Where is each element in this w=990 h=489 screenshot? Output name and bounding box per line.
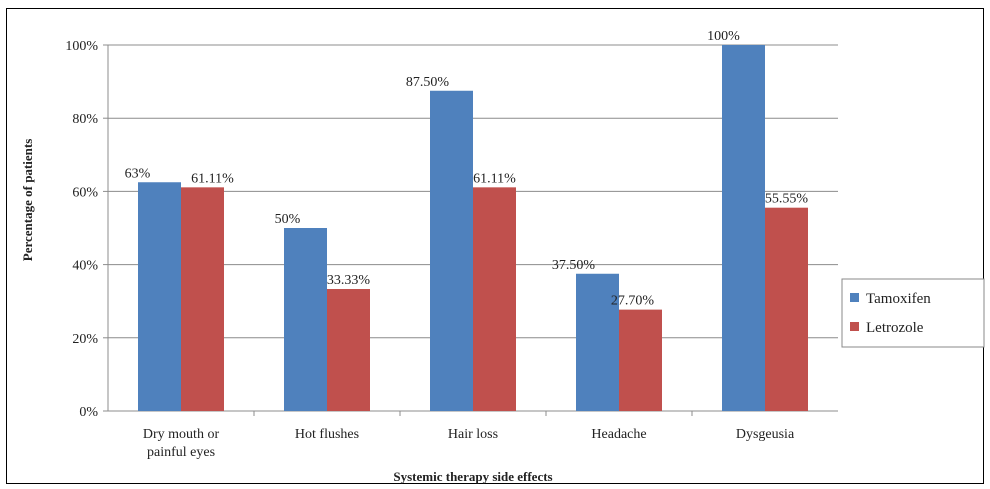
bars bbox=[138, 45, 808, 411]
y-axis-title: Percentage of patients bbox=[20, 139, 35, 262]
tick-labels: 0% 20% 40% 60% 80% 100% Dry mouth or painful ey… bbox=[65, 39, 795, 460]
y-tick-label: 0% bbox=[79, 405, 98, 420]
data-label: 33.33% bbox=[327, 273, 371, 288]
data-label: 37.50% bbox=[552, 258, 596, 273]
x-category-label: Hair loss bbox=[448, 427, 498, 442]
legend-box bbox=[841, 278, 985, 348]
bar-letrozole bbox=[181, 187, 224, 411]
data-label: 55.55% bbox=[765, 192, 809, 207]
data-label: 27.70% bbox=[611, 294, 655, 309]
legend-label-tamoxifen: Tamoxifen bbox=[866, 291, 931, 307]
data-label: 61.11% bbox=[191, 171, 234, 186]
y-tick-label: 60% bbox=[72, 185, 98, 200]
x-category-label: painful eyes bbox=[147, 445, 215, 460]
bar-letrozole bbox=[765, 207, 808, 411]
legend-swatch-letrozole bbox=[850, 322, 859, 331]
data-label: 87.50% bbox=[406, 75, 450, 90]
data-label: 61.11% bbox=[473, 171, 516, 186]
data-label: 100% bbox=[707, 29, 740, 44]
data-label: 50% bbox=[275, 212, 301, 227]
data-labels: 63% 61.11% 50% 33.33% 87.50% 61.11% 37.50% 27.7… bbox=[125, 29, 809, 309]
x-axis-title: Systemic therapy side effects bbox=[393, 469, 552, 484]
x-category-label: Headache bbox=[591, 427, 646, 442]
bar-tamoxifen bbox=[722, 45, 765, 411]
bar-tamoxifen bbox=[138, 182, 181, 411]
x-category-label: Hot flushes bbox=[295, 427, 359, 442]
bar-letrozole bbox=[473, 187, 516, 411]
y-tick-label: 100% bbox=[65, 39, 98, 54]
y-tick-label: 20% bbox=[72, 332, 98, 347]
y-tick-label: 80% bbox=[72, 112, 98, 127]
legend: Tamoxifen Letrozole bbox=[841, 278, 985, 348]
bar-tamoxifen bbox=[284, 228, 327, 411]
x-category-label: Dysgeusia bbox=[736, 427, 795, 442]
bar-tamoxifen bbox=[576, 273, 619, 411]
bar-letrozole bbox=[619, 309, 662, 411]
bar-letrozole bbox=[327, 289, 370, 411]
legend-label-letrozole: Letrozole bbox=[866, 320, 924, 336]
y-tick-label: 40% bbox=[72, 259, 98, 274]
legend-swatch-tamoxifen bbox=[850, 293, 859, 302]
x-category-label: Dry mouth or bbox=[143, 427, 220, 442]
bar-tamoxifen bbox=[430, 90, 473, 411]
data-label: 63% bbox=[125, 166, 151, 181]
